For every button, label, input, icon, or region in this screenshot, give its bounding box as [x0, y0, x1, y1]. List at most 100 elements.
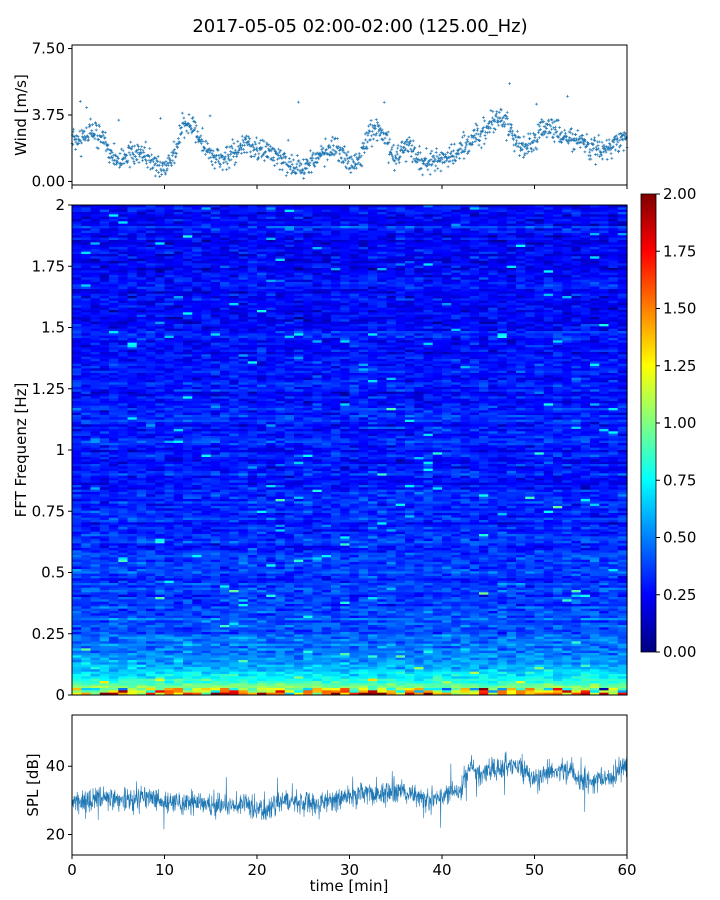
- spectrogram-cell: [590, 272, 600, 276]
- spectrogram-cell: [451, 312, 462, 316]
- spectrogram-cell: [201, 370, 212, 374]
- spectrogram-cell: [442, 289, 452, 292]
- spectrogram-cell: [109, 286, 119, 290]
- spectrogram-cell: [590, 261, 600, 264]
- spectrogram-cell: [580, 396, 591, 400]
- spectrogram-cell: [405, 205, 415, 208]
- spectrogram-cell: [247, 205, 258, 208]
- spectrogram-cell: [442, 352, 452, 355]
- spectrogram-cell: [321, 314, 332, 318]
- spectrogram-cell: [155, 270, 166, 274]
- spectrogram-cell: [469, 312, 480, 316]
- spectrogram-cell: [127, 235, 138, 239]
- spectrogram-cell: [395, 328, 406, 332]
- spectrogram-cell: [201, 249, 212, 253]
- spectrogram-cell: [562, 391, 573, 395]
- spectrogram-cell: [580, 328, 591, 332]
- spectrogram-cell: [368, 338, 378, 341]
- spectrogram-cell: [201, 221, 212, 225]
- spectrogram-cell: [173, 230, 184, 234]
- spectrogram-cell: [451, 270, 462, 274]
- spectrogram-cell: [590, 300, 600, 304]
- spectrogram-cell: [72, 212, 82, 215]
- spectrogram-cell: [284, 216, 295, 220]
- spectrogram-cell: [525, 293, 536, 297]
- spectrogram-cell: [590, 293, 600, 297]
- spectrogram-cell: [479, 331, 489, 334]
- spectrogram-cell: [220, 221, 230, 225]
- spectrogram-cell: [312, 205, 323, 208]
- spectrogram-cell: [183, 240, 193, 243]
- spectrogram-cell: [534, 324, 545, 327]
- spectrogram-cell: [358, 247, 369, 250]
- spectrogram-cell: [284, 377, 295, 381]
- spectrogram-cell: [331, 391, 341, 395]
- spectrogram-cell: [201, 352, 212, 355]
- spectrogram-cell: [451, 363, 462, 367]
- spectrogram-cell: [488, 382, 499, 386]
- spectrogram-cell: [405, 237, 415, 241]
- spectrogram-cell: [294, 312, 304, 316]
- spectrogram-cell: [525, 354, 536, 358]
- spectrogram-cell: [349, 277, 360, 281]
- spectrogram-cell: [414, 272, 425, 276]
- spectrogram-cell: [109, 338, 119, 341]
- spectrogram-cell: [534, 338, 545, 341]
- spectrogram-cell: [229, 214, 240, 218]
- spectrogram-cell: [321, 209, 332, 213]
- spectrogram-cell: [423, 230, 434, 234]
- spectrogram-cell: [516, 282, 526, 285]
- spectrogram-cell: [432, 284, 443, 288]
- spectrogram-cell: [247, 244, 258, 248]
- spectrogram-cell: [525, 230, 536, 234]
- spectrogram-cell: [543, 209, 554, 213]
- spectrogram-cell: [284, 228, 295, 232]
- spectrogram-cell: [442, 242, 452, 246]
- spectrogram-cell: [460, 321, 471, 325]
- spectrogram-cell: [580, 345, 591, 348]
- spectrogram-cell: [451, 209, 462, 213]
- spectrogram-cell: [451, 300, 462, 304]
- spectrogram-cell: [238, 384, 249, 388]
- spectrogram-cell: [72, 319, 82, 323]
- spectrogram-cell: [395, 240, 406, 243]
- spectrogram-cell: [173, 223, 184, 227]
- spectrogram-cell: [238, 396, 249, 400]
- spectrogram-cell: [118, 258, 129, 262]
- spectrogram-cell: [183, 384, 193, 388]
- spectrogram-cell: [451, 314, 462, 318]
- spectrogram-cell: [99, 321, 110, 325]
- spectrogram-cell: [220, 391, 230, 395]
- spectrogram-cell: [571, 324, 582, 327]
- spectrogram-cell: [432, 396, 443, 400]
- spectrogram-cell: [599, 370, 610, 374]
- spectrogram-cell: [358, 233, 369, 236]
- spectrogram-cell: [127, 312, 138, 316]
- spectrogram-cell: [395, 256, 406, 260]
- spectrogram-cell: [516, 286, 526, 290]
- spectrogram-cell: [405, 230, 415, 234]
- spectrogram-cell: [534, 335, 545, 339]
- spectrogram-cell: [118, 361, 129, 365]
- spectrogram-cell: [303, 240, 314, 243]
- spectrogram-cell: [368, 221, 378, 225]
- spectrogram-cell: [201, 314, 212, 318]
- spectrogram-cell: [599, 277, 610, 281]
- spectrogram-cell: [414, 228, 425, 232]
- spectrogram-cell: [349, 396, 360, 400]
- spectrogram-cell: [266, 286, 277, 290]
- spectrogram-cell: [617, 300, 628, 304]
- spectrogram-cell: [229, 375, 240, 379]
- spectrogram-cell: [312, 272, 323, 276]
- spectrogram-cell: [192, 396, 203, 400]
- spectrogram-cell: [580, 254, 591, 257]
- spectrogram-cell: [506, 370, 517, 374]
- spectrogram-cell: [590, 221, 600, 225]
- spectrogram-cell: [99, 363, 110, 367]
- spectrogram-cell: [229, 216, 240, 220]
- spectrogram-cell: [72, 251, 82, 255]
- spectrogram-cell: [220, 235, 230, 239]
- spectrogram-cell: [183, 303, 193, 306]
- spectrogram-cell: [284, 209, 295, 213]
- spectrogram-cell: [284, 335, 295, 339]
